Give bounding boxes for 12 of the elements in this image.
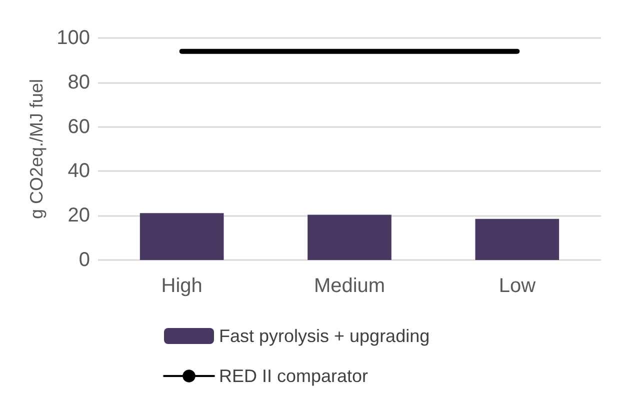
y-tick-label: 80 bbox=[68, 71, 90, 94]
y-tick-label: 40 bbox=[68, 160, 90, 182]
legend-label: Fast pyrolysis + upgrading bbox=[219, 326, 430, 346]
y-tick-label: 20 bbox=[68, 204, 90, 227]
y-tick-label: 60 bbox=[68, 116, 90, 138]
y-tick-label: 0 bbox=[78, 249, 90, 271]
x-tick-label: Medium bbox=[314, 275, 386, 297]
x-tick-label: High bbox=[161, 275, 202, 297]
legend-label: RED II comparator bbox=[219, 366, 368, 386]
y-axis-title: g CO2eq./MJ fuel bbox=[26, 78, 47, 220]
x-tick-label: Low bbox=[498, 275, 536, 297]
y-tick-label: 100 bbox=[56, 27, 90, 49]
